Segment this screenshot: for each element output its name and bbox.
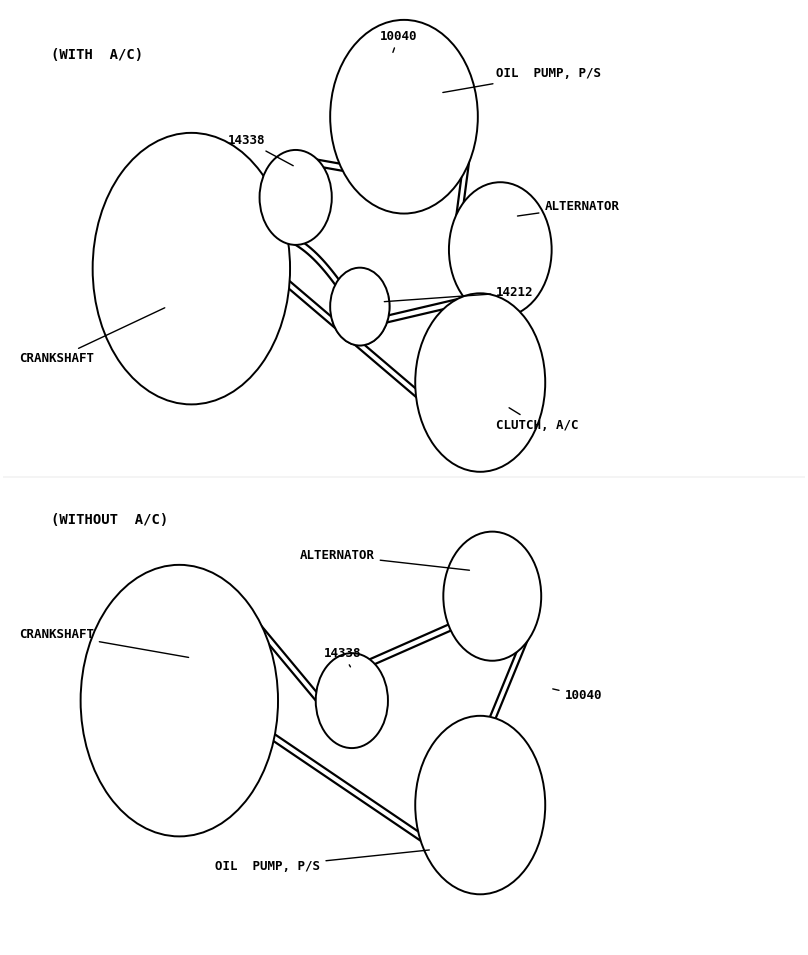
Ellipse shape <box>93 133 290 404</box>
Ellipse shape <box>81 564 278 837</box>
Ellipse shape <box>259 150 332 244</box>
Ellipse shape <box>320 658 384 743</box>
Ellipse shape <box>263 155 328 240</box>
Text: 10040: 10040 <box>380 30 418 53</box>
Ellipse shape <box>415 293 545 472</box>
Ellipse shape <box>444 532 541 661</box>
Text: OIL  PUMP, P/S: OIL PUMP, P/S <box>443 68 601 93</box>
Ellipse shape <box>99 140 284 396</box>
Ellipse shape <box>448 538 537 655</box>
Text: 10040: 10040 <box>553 689 602 702</box>
Text: 14338: 14338 <box>324 647 361 667</box>
Text: (WITHOUT  A/C): (WITHOUT A/C) <box>51 513 168 527</box>
Ellipse shape <box>330 267 389 346</box>
Text: CLUTCH, A/C: CLUTCH, A/C <box>496 408 579 432</box>
Text: ALTERNATOR: ALTERNATOR <box>300 549 469 570</box>
Ellipse shape <box>87 572 271 829</box>
Ellipse shape <box>415 716 545 894</box>
Ellipse shape <box>334 271 386 342</box>
Ellipse shape <box>316 653 388 748</box>
Ellipse shape <box>420 722 541 888</box>
Ellipse shape <box>336 27 472 207</box>
Ellipse shape <box>449 182 552 317</box>
Text: OIL  PUMP, P/S: OIL PUMP, P/S <box>216 850 429 873</box>
Text: CRANKSHAFT: CRANKSHAFT <box>19 308 165 366</box>
Ellipse shape <box>420 299 541 466</box>
Text: CRANKSHAFT: CRANKSHAFT <box>19 627 188 657</box>
Ellipse shape <box>454 188 547 311</box>
Text: 14338: 14338 <box>228 134 293 166</box>
Text: 14212: 14212 <box>385 286 534 302</box>
Ellipse shape <box>330 20 478 214</box>
Text: (WITH  A/C): (WITH A/C) <box>51 48 143 62</box>
Text: ALTERNATOR: ALTERNATOR <box>517 201 620 216</box>
